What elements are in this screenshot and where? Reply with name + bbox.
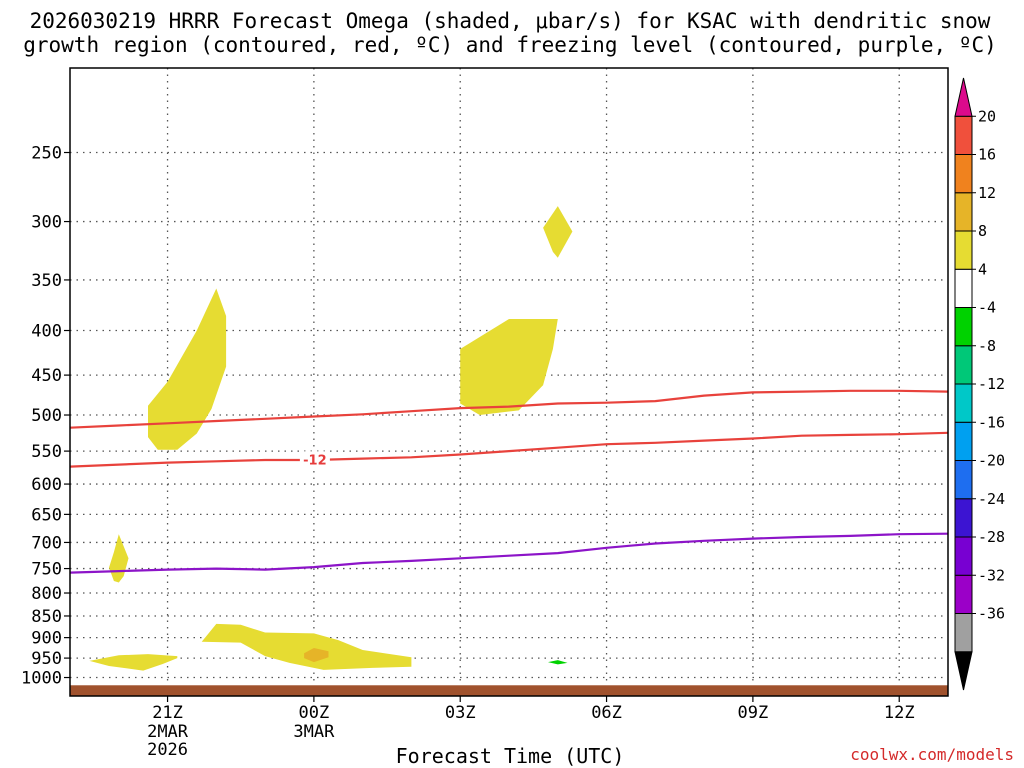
contour-label: -12 [303,453,327,468]
y-tick-label-950: 950 [31,649,62,669]
omega-region-7 [304,648,329,663]
colorbar-label-11: -28 [978,528,1005,546]
colorbar-swatch-3 [954,536,973,576]
colorbar-swatch-7 [954,383,973,423]
colorbar-end-low [954,651,973,691]
y-tick-label-550: 550 [31,442,62,462]
colorbar-label-8: -16 [978,413,1005,431]
dgz-contour-2 [70,389,948,429]
y-tick-label-1000: 1000 [21,669,62,689]
colorbar-swatch-6 [954,421,973,461]
y-tick-label-350: 350 [31,271,62,291]
colorbar-label-1: 16 [978,146,996,164]
plot-frame [69,67,949,697]
y-tick-label-700: 700 [31,533,62,553]
y-tick-label-300: 300 [31,213,62,233]
x-tick-label-06Z: 06Z [591,703,622,723]
colorbar-swatch-11 [954,230,973,270]
colorbar-swatch-8 [954,345,973,385]
colorbar-label-7: -12 [978,375,1005,393]
x-axis-title: Forecast Time (UTC) [396,744,625,768]
colorbar-label-10: -24 [978,490,1005,508]
colorbar-label-6: -8 [978,337,996,355]
colorbar-swatch-13 [954,154,973,194]
colorbar-swatch-2 [954,574,973,614]
colorbar-swatch-4 [954,498,973,538]
dgz-contour-1 [70,431,948,468]
omega-region-5 [89,654,178,671]
omega-region-1 [148,288,227,450]
x-tick-sublabel-00Z: 3MAR [293,722,335,742]
colorbar-label-2: 12 [978,184,996,202]
colorbar-swatch-9 [954,307,973,347]
omega-region-6 [201,623,412,670]
x-tick-year-21Z: 2026 [147,740,188,760]
colorbar-label-9: -20 [978,452,1005,470]
surface-bump [772,687,900,691]
y-tick-label-500: 500 [31,406,62,426]
colorbar-label-3: 8 [978,222,987,240]
plot-area: -12 [70,68,948,696]
x-tick-label-09Z: 09Z [738,703,769,723]
omega-region-8 [548,660,568,665]
surface-band [70,685,948,696]
colorbar-swatch-14 [954,115,973,155]
colorbar-swatch-5 [954,460,973,500]
colorbar-swatch-10 [954,268,973,308]
contour-label-bg [299,451,330,468]
colorbar-label-13: -36 [978,605,1005,623]
y-tick-label-400: 400 [31,322,62,342]
x-tick-label-00Z: 00Z [299,703,330,723]
colorbar: 20 16 12 8 4 -4 -8 -12 -16 -20 -24 -28 -32 -36 [954,77,1005,691]
x-tick-label-12Z: 12Z [884,703,915,723]
colorbar-swatch-12 [954,192,973,232]
omega-region-3 [543,206,573,258]
y-tick-label-900: 900 [31,629,62,649]
colorbar-swatch-1 [954,613,973,653]
chart-title-line-2: growth region (contoured, red, ºC) and f… [23,33,997,57]
y-tick-label-250: 250 [31,144,62,164]
freezing-level-line [70,532,948,574]
y-tick-label-650: 650 [31,505,62,525]
y-tick-label-750: 750 [31,560,62,580]
colorbar-end-high [954,77,973,117]
y-tick-label-800: 800 [31,584,62,604]
omega-region-4 [109,534,129,583]
credit-text: coolwx.com/models [850,745,1014,764]
y-tick-label-450: 450 [31,366,62,386]
omega-region-2 [460,319,558,415]
colorbar-label-5: -4 [978,299,996,317]
colorbar-label-0: 20 [978,107,996,125]
plot-clip-group: -12 [70,68,948,696]
colorbar-label-12: -32 [978,566,1005,584]
x-tick-label-03Z: 03Z [445,703,476,723]
x-tick-label-21Z: 21Z [152,703,183,723]
chart-title-line-1: 2026030219 HRRR Forecast Omega (shaded, … [30,9,991,33]
colorbar-label-4: 4 [978,260,987,278]
x-tick-sublabel-21Z: 2MAR [147,722,189,742]
y-tick-label-600: 600 [31,475,62,495]
axes: 2503003504004505005506006507007508008509… [21,67,949,760]
y-tick-label-850: 850 [31,607,62,627]
